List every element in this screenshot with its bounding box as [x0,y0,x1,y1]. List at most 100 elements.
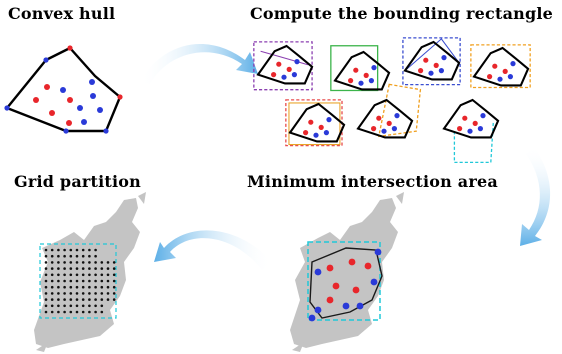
grid-dot [57,298,60,301]
grid-dot [44,254,48,258]
grid-dot [94,304,97,308]
grid-dot [63,273,66,277]
grid-dot [75,254,79,258]
convex-hull-polygon [5,46,122,133]
grid-dot [112,267,116,270]
hull-outline [309,247,383,319]
grid-dot [57,254,60,258]
grid-dot [106,261,110,264]
grid-dot [106,273,110,277]
curved-arrow-icon [520,146,551,246]
grid-dot [100,304,104,308]
grid-dot [69,298,73,301]
grid-dot [112,285,116,289]
map-land-grid [34,198,140,348]
grid-dot [75,248,79,252]
grid-dot [69,310,73,314]
grid-dot [50,292,54,295]
bounding-rectangle-panel [253,37,531,164]
grid-dot [100,298,104,301]
grid-dot [75,285,79,289]
grid-dot [81,248,85,252]
grid-dot [88,273,91,277]
grid-dot [75,279,79,283]
grid-dot [44,248,48,252]
grid-dot [100,292,104,295]
grid-dot [94,254,97,258]
grid-dot [57,292,60,295]
grid-dot [112,298,116,301]
grid-dot [69,267,73,270]
grid-dot [112,279,116,283]
grid-dot [94,261,97,264]
grid-dots [44,248,116,314]
grid-dot [88,292,91,295]
grid-dot [94,273,97,277]
min-rectangle [307,241,381,321]
convex-hull-panel [4,45,123,134]
grid-dot [100,285,104,289]
grid-dot [106,279,110,283]
grid-dot [44,261,48,264]
grid-dot [81,310,85,314]
grid-dot [50,279,54,283]
grid-dot [63,261,66,264]
grid-dot [50,304,54,308]
hull-candidate-2 [330,45,391,92]
grid-dot [44,279,48,283]
grid-dot [112,292,116,295]
grid-dot [63,298,66,301]
grid-dot [81,267,85,270]
hull-candidate-1 [253,41,314,91]
intersection-points [308,248,382,322]
grid-dot [63,254,66,258]
grid-dot [88,279,91,283]
interior-points [33,79,103,126]
grid-dot [75,298,79,301]
grid-dot [69,279,73,283]
grid-dot [44,292,48,295]
grid-dot [69,292,73,295]
grid-dot [69,273,73,277]
grid-dot [50,285,54,289]
grid-dot [69,304,73,308]
grid-dot [106,267,110,270]
grid-dot [69,254,73,258]
grid-dot [63,285,66,289]
hull-candidate-5 [285,99,346,147]
grid-dot [88,267,91,270]
grid-dot [100,279,104,283]
grid-dot [75,267,79,270]
grid-dot [57,279,60,283]
grid-dot [88,254,91,258]
grid-dot [57,285,60,289]
hull-candidate-7 [442,98,500,164]
grid-dot [75,304,79,308]
convex-hull-title: Convex hull [8,4,116,23]
grid-dot [112,261,116,264]
grid-dot [50,261,54,264]
grid-dot [94,292,97,295]
grid-dot [94,279,97,283]
grid-dot [50,248,54,252]
grid-dot [63,310,66,314]
hull-vertices [4,45,123,134]
grid-dot [69,285,73,289]
grid-dot [44,304,48,308]
grid-dot [81,304,85,308]
grid-dot [106,298,110,301]
grid-dot [69,261,73,264]
curved-arrow-icon [154,230,272,270]
grid-dot [81,285,85,289]
grid-dot [57,304,60,308]
grid-rectangle [39,243,117,319]
grid-dot [88,298,91,301]
grid-dot [75,310,79,314]
grid-dot [63,279,66,283]
grid-dot [81,298,85,301]
grid-dot [44,267,48,270]
grid-dot [50,310,54,314]
grid-dot [94,267,97,270]
grid-dot [50,254,54,258]
